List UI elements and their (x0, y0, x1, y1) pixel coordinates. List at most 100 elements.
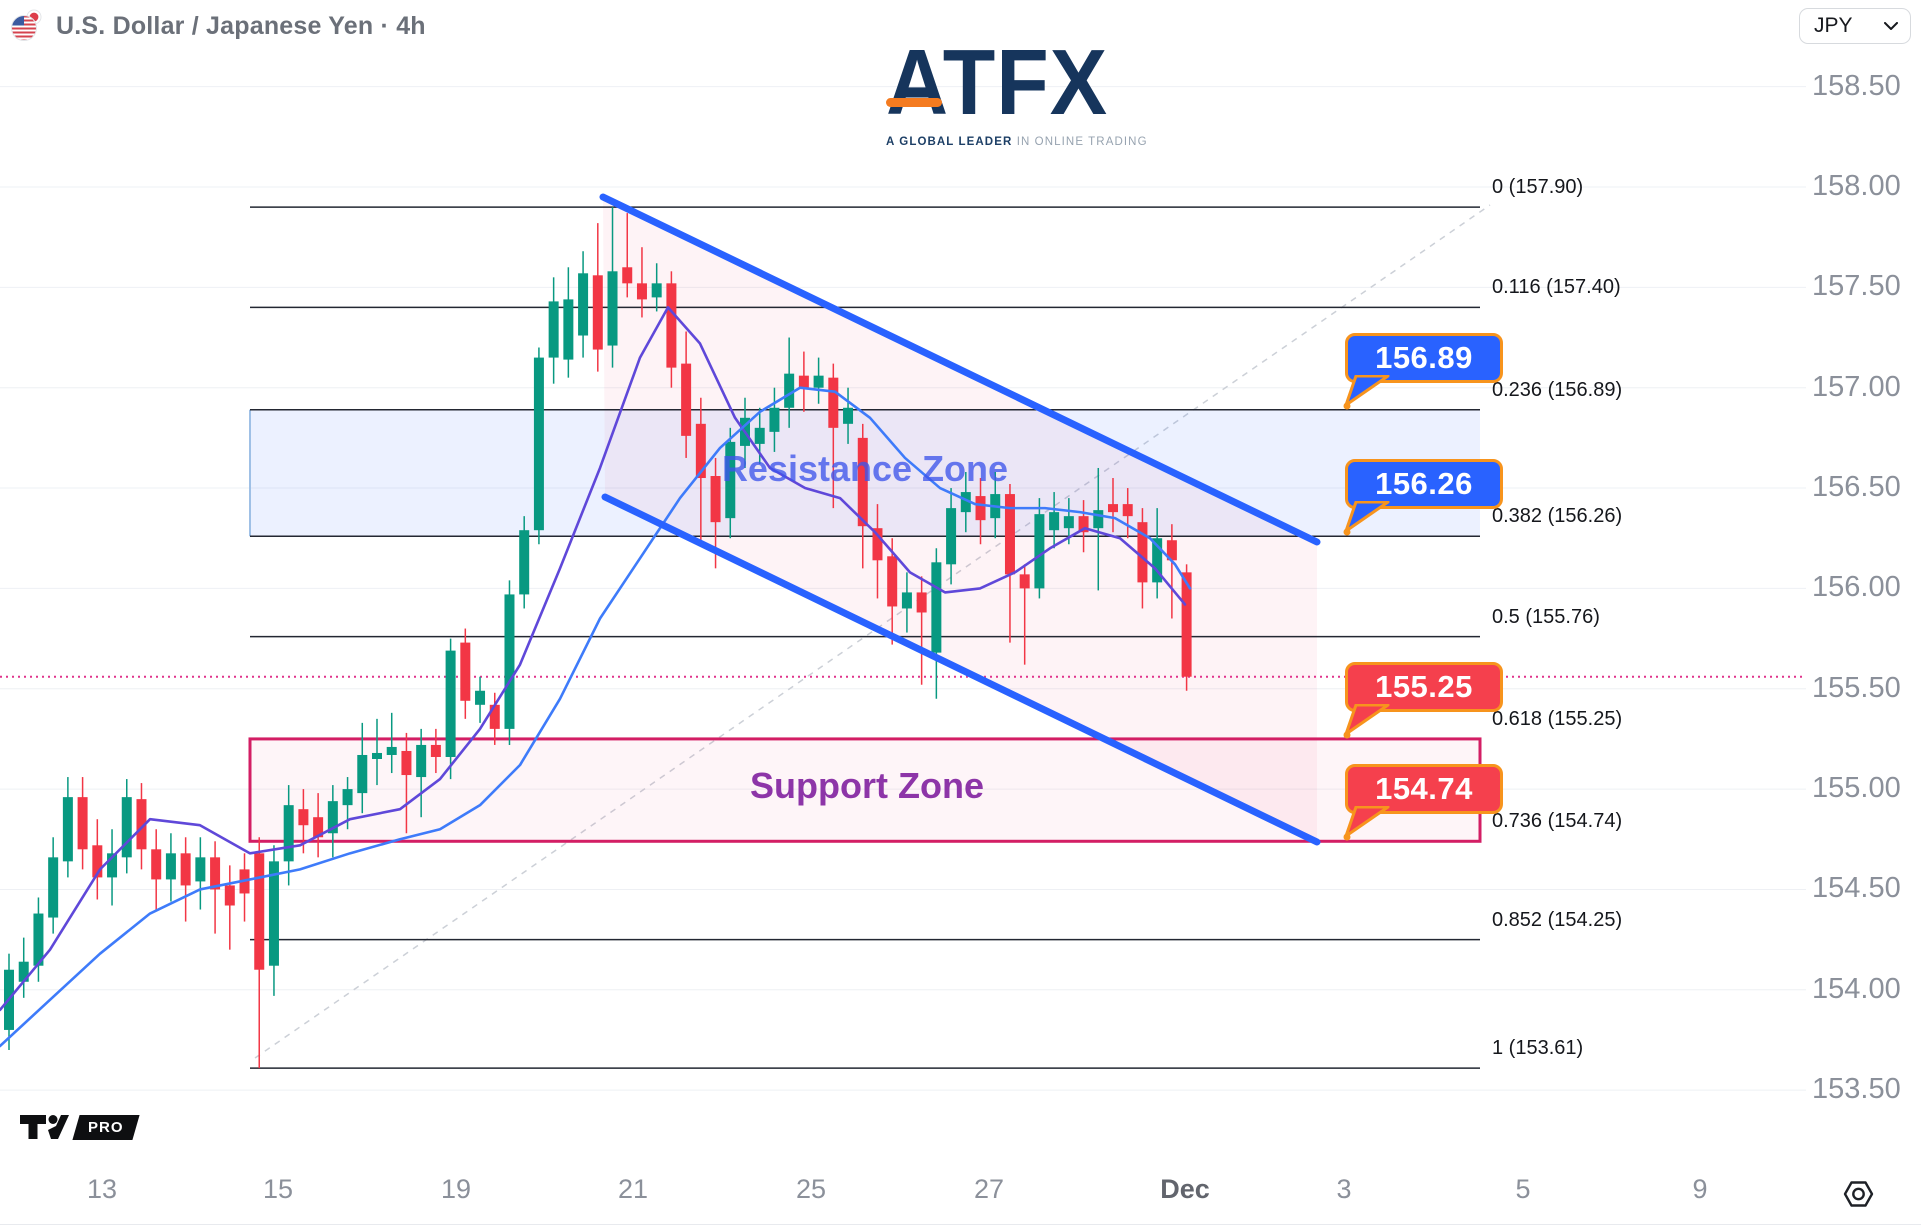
candle-body (1093, 510, 1104, 529)
candle-body (695, 423, 706, 479)
candle-body (386, 746, 397, 755)
ma-slow-line (0, 386, 1192, 1048)
candle-body (872, 528, 883, 561)
candle-body (1181, 572, 1192, 677)
candle-body (121, 797, 132, 858)
fib-label-0: 0 (157.90) (1492, 176, 1584, 199)
candle-body (107, 853, 118, 878)
candle-body (33, 913, 44, 966)
candle-body (1137, 522, 1148, 583)
candle-body (916, 592, 927, 613)
candle-body (946, 508, 957, 565)
candle-body (18, 961, 29, 982)
callout-tail (1343, 501, 1390, 536)
upper-trendline (599, 193, 1321, 546)
candle-body (725, 441, 736, 519)
candle-body (784, 373, 795, 408)
price-axis-label: 157.50 (1812, 270, 1901, 303)
candle-body (48, 857, 59, 918)
candle-body (151, 849, 162, 880)
candle-body (1063, 516, 1074, 529)
date-axis-label-25: 25 (795, 1174, 827, 1204)
candle-body (548, 301, 559, 358)
candle-body (268, 861, 279, 966)
candle-body (210, 857, 221, 890)
candle-body (798, 375, 809, 388)
candle-body (622, 267, 633, 284)
candle-body (563, 299, 574, 360)
candle-body (180, 853, 191, 886)
candle-body (857, 437, 868, 527)
candle-body (62, 797, 73, 862)
candle-body (813, 375, 824, 388)
candle-body (1152, 538, 1163, 583)
atfx-logo-text: ATFX (886, 30, 1109, 135)
atfx-accent-bar (886, 98, 942, 107)
fib-label-0.116: 0.116 (157.40) (1492, 276, 1621, 299)
price-axis-label: 156.50 (1812, 471, 1901, 504)
candle-body (460, 642, 471, 701)
callout-tail (1343, 806, 1390, 841)
price-axis-label: 157.00 (1812, 370, 1901, 403)
candle-body (960, 492, 971, 513)
fib-label-0.382: 0.382 (156.26) (1492, 505, 1623, 528)
fib-label-1: 1 (153.61) (1492, 1037, 1584, 1060)
date-axis-label-27: 27 (973, 1174, 1005, 1204)
snapshot-hexagon-icon[interactable] (1840, 1177, 1876, 1211)
candle-body (578, 273, 589, 336)
bottom-divider (0, 1224, 1921, 1225)
price-callout-156.89[interactable]: 156.89 (1343, 332, 1503, 410)
candle-body (1122, 504, 1133, 517)
callout-tail (1343, 703, 1390, 739)
candle-body (1049, 512, 1060, 531)
candle-body (342, 789, 353, 806)
tradingview-pro-badge[interactable]: PRO (18, 1112, 140, 1142)
candle-body (754, 427, 765, 444)
price-callout-156.26[interactable]: 156.26 (1343, 459, 1503, 536)
price-axis-label: 153.50 (1812, 1073, 1901, 1106)
date-axis-label-5: 5 (1515, 1174, 1531, 1204)
candle-body (1019, 574, 1030, 589)
candle-body (887, 556, 898, 607)
date-axis-label-3: 3 (1336, 1174, 1352, 1204)
chevron-down-icon (1884, 21, 1898, 30)
date-axis-label-15: 15 (262, 1174, 294, 1204)
date-axis-label-19: 19 (440, 1174, 472, 1204)
candle-body (636, 283, 647, 300)
candle-body (298, 809, 309, 826)
candle-body (519, 530, 530, 595)
fib-label-0.236: 0.236 (156.89) (1492, 378, 1623, 401)
candle-body (224, 885, 235, 906)
symbol-title: U.S. Dollar / Japanese Yen · 4h (56, 11, 426, 40)
candle-body (1166, 540, 1177, 561)
atfx-tagline: A GLOBAL LEADER IN ONLINE TRADING (886, 136, 1148, 148)
candle-body (533, 357, 544, 531)
fib-label-0.852: 0.852 (154.25) (1492, 908, 1623, 931)
date-axis-label-21: 21 (617, 1174, 649, 1204)
price-axis-label: 156.00 (1812, 571, 1901, 604)
candle-body (195, 857, 206, 882)
price-callout-154.74[interactable]: 154.74 (1343, 764, 1503, 841)
candle-body (1004, 494, 1015, 575)
currency-selector[interactable]: JPY (1799, 8, 1911, 44)
price-axis-label: 158.00 (1812, 170, 1901, 202)
support-zone-label: Support Zone (750, 765, 984, 806)
candle-body (504, 594, 515, 729)
fib-label-0.5: 0.5 (155.76) (1492, 605, 1600, 628)
candle-body (254, 853, 265, 970)
candle-body (327, 801, 338, 834)
candle-body (283, 805, 294, 862)
ma-fast-line (0, 306, 1187, 1012)
tradingview-icon (20, 1115, 69, 1139)
candle-body (931, 562, 942, 653)
candle-body (769, 407, 780, 432)
candle-body (475, 690, 486, 705)
candle-body (77, 797, 88, 850)
pro-label: PRO (72, 1114, 140, 1140)
price-callout-155.25[interactable]: 155.25 (1343, 661, 1503, 739)
candle-body (445, 650, 456, 757)
price-axis-label: 154.50 (1812, 872, 1901, 905)
candle-body (313, 817, 324, 838)
